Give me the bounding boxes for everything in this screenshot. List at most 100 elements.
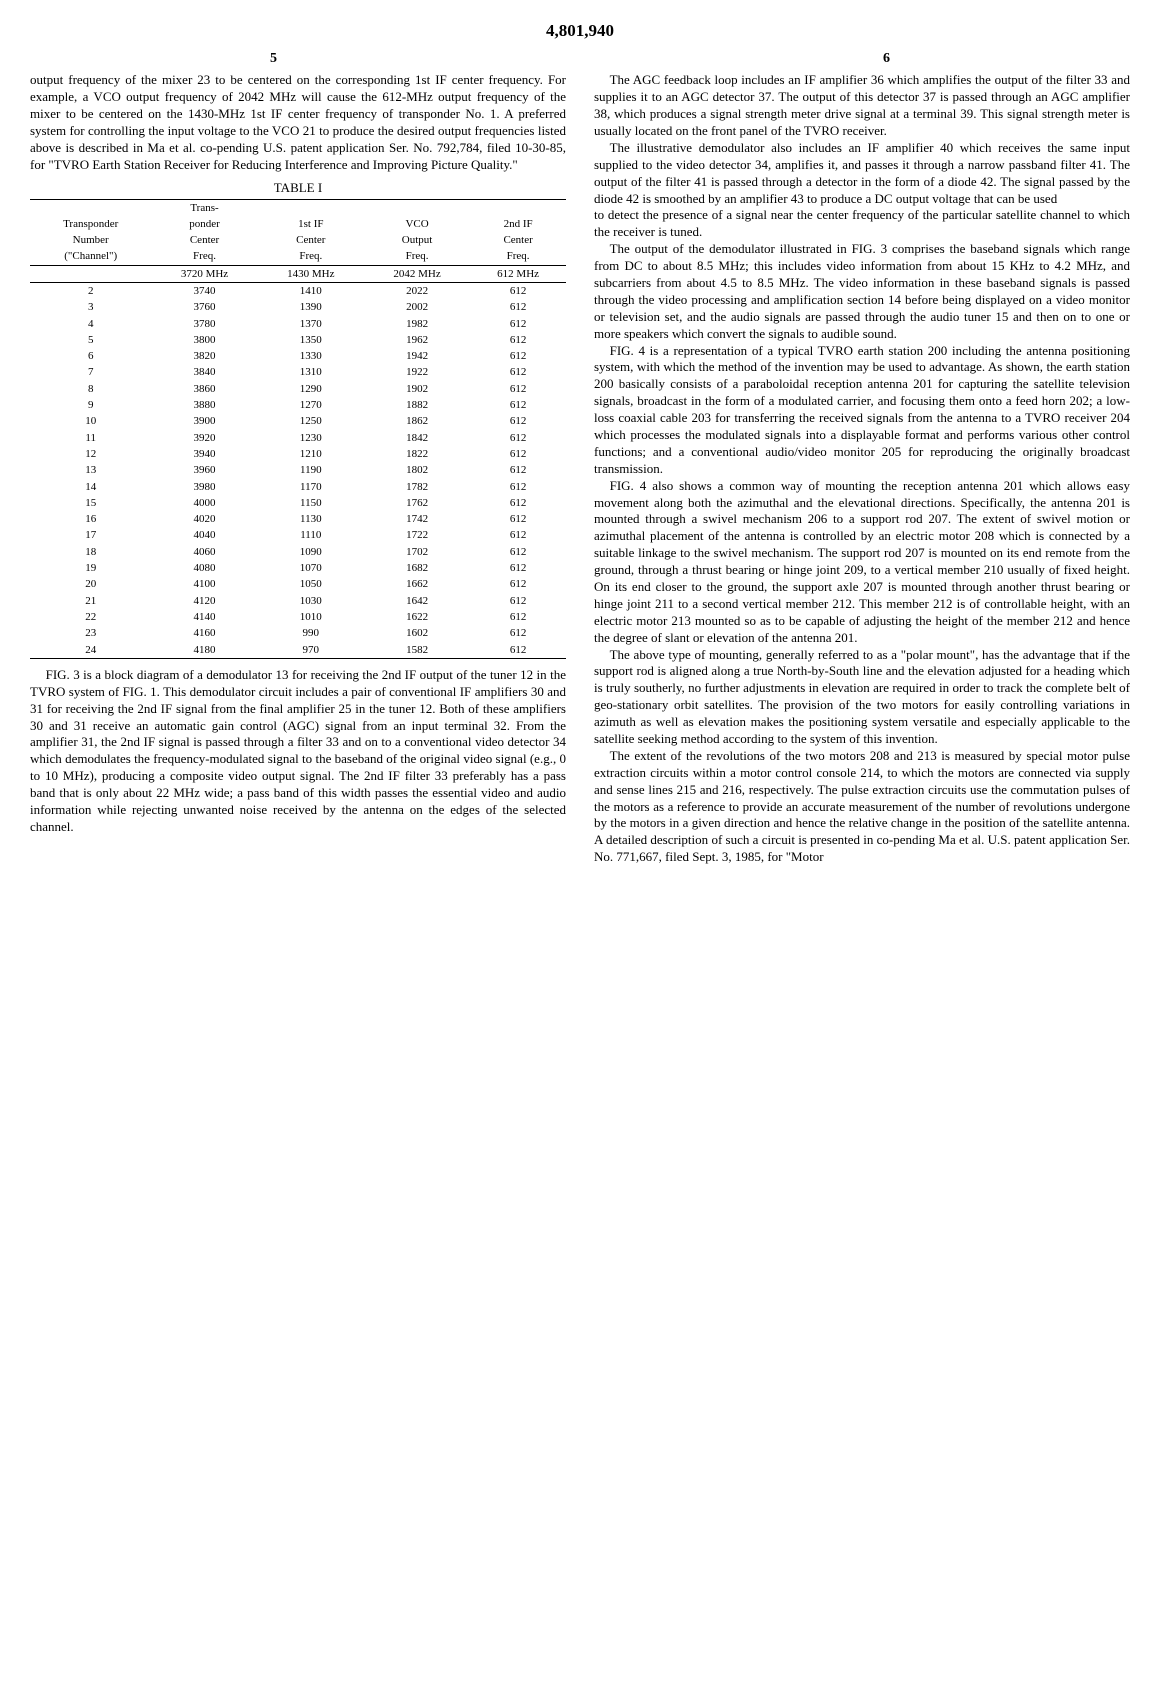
table-cell: 3780 xyxy=(151,316,257,332)
table-cell: 612 xyxy=(470,316,566,332)
th: Center xyxy=(470,232,566,248)
table-row: 16402011301742612 xyxy=(30,511,566,527)
table-cell: 14 xyxy=(30,479,151,495)
table-cell: 7 xyxy=(30,364,151,380)
table-cell: 1250 xyxy=(258,413,364,429)
table-cell: 17 xyxy=(30,527,151,543)
patent-number: 4,801,940 xyxy=(30,20,1130,42)
page-numbers: 5 6 xyxy=(30,50,1130,68)
table-cell: 1290 xyxy=(258,381,364,397)
table-cell: 970 xyxy=(258,642,364,659)
table-row: 18406010901702612 xyxy=(30,544,566,560)
table-cell: 6 xyxy=(30,348,151,364)
table-cell: 4060 xyxy=(151,544,257,560)
table-cell: 1270 xyxy=(258,397,364,413)
th xyxy=(470,199,566,216)
table-row: 15400011501762612 xyxy=(30,495,566,511)
table-cell: 612 xyxy=(470,609,566,625)
table-cell: 1210 xyxy=(258,446,364,462)
table-cell: 1330 xyxy=(258,348,364,364)
table-cell: 1010 xyxy=(258,609,364,625)
th: ("Channel") xyxy=(30,248,151,265)
table-row: 11392012301842612 xyxy=(30,430,566,446)
th: Transponder xyxy=(30,216,151,232)
table-cell: 24 xyxy=(30,642,151,659)
th: VCO xyxy=(364,216,470,232)
table-cell: 1922 xyxy=(364,364,470,380)
table-cell: 1662 xyxy=(364,576,470,592)
table-cell: 3940 xyxy=(151,446,257,462)
th: Freq. xyxy=(364,248,470,265)
table-cell: 612 xyxy=(470,364,566,380)
table-cell: 612 xyxy=(470,560,566,576)
table-cell: 4000 xyxy=(151,495,257,511)
table-row: 9388012701882612 xyxy=(30,397,566,413)
table-cell: 1090 xyxy=(258,544,364,560)
table-cell: 990 xyxy=(258,625,364,641)
table-cell: 4180 xyxy=(151,642,257,659)
table-row: 21412010301642612 xyxy=(30,593,566,609)
col2-para3: FIG. 4 is a representation of a typical … xyxy=(594,343,1130,478)
table-cell: 612 xyxy=(470,593,566,609)
table-cell: 3800 xyxy=(151,332,257,348)
table-cell: 1622 xyxy=(364,609,470,625)
table-cell: 1050 xyxy=(258,576,364,592)
table-row: 8386012901902612 xyxy=(30,381,566,397)
table-cell: 612 xyxy=(470,625,566,641)
table-cell: 612 xyxy=(470,462,566,478)
two-column-body: output frequency of the mixer 23 to be c… xyxy=(30,72,1130,866)
table-cell: 612 xyxy=(470,527,566,543)
table-cell: 1582 xyxy=(364,642,470,659)
table-cell: 1742 xyxy=(364,511,470,527)
table-cell: 3900 xyxy=(151,413,257,429)
table-cell: 612 xyxy=(470,299,566,315)
page-left: 5 xyxy=(270,50,277,68)
th: Center xyxy=(151,232,257,248)
table-cell: 1682 xyxy=(364,560,470,576)
table-cell: 1822 xyxy=(364,446,470,462)
table-cell: 612 xyxy=(470,283,566,300)
th: 1st IF xyxy=(258,216,364,232)
table-row: 2374014102022612 xyxy=(30,283,566,300)
table-row: 13396011901802612 xyxy=(30,462,566,478)
table-cell: 19 xyxy=(30,560,151,576)
table-cell: 1902 xyxy=(364,381,470,397)
table-cell: 1310 xyxy=(258,364,364,380)
th xyxy=(258,199,364,216)
table-cell: 612 xyxy=(470,511,566,527)
th xyxy=(30,199,151,216)
th: Output xyxy=(364,232,470,248)
col1-para2: FIG. 3 is a block diagram of a demodulat… xyxy=(30,667,566,836)
table-cell: 3760 xyxy=(151,299,257,315)
table-row: 19408010701682612 xyxy=(30,560,566,576)
table-cell: 1370 xyxy=(258,316,364,332)
table-cell: 1070 xyxy=(258,560,364,576)
table-cell: 1150 xyxy=(258,495,364,511)
table-cell: 15 xyxy=(30,495,151,511)
table-cell: 1882 xyxy=(364,397,470,413)
table-cell: 8 xyxy=(30,381,151,397)
table-cell: 10 xyxy=(30,413,151,429)
table-cell: 1230 xyxy=(258,430,364,446)
th xyxy=(364,199,470,216)
table-cell: 3960 xyxy=(151,462,257,478)
table-cell: 5 xyxy=(30,332,151,348)
table-row: 7384013101922612 xyxy=(30,364,566,380)
table-cell: 3820 xyxy=(151,348,257,364)
table-cell: 612 xyxy=(470,544,566,560)
table-cell: 1390 xyxy=(258,299,364,315)
table-row: 20410010501662612 xyxy=(30,576,566,592)
table-cell: 1942 xyxy=(364,348,470,364)
table-cell: 1130 xyxy=(258,511,364,527)
table-cell: 1722 xyxy=(364,527,470,543)
table-cell: 2042 MHz xyxy=(364,265,470,282)
table-cell: 3740 xyxy=(151,283,257,300)
table-cell: 1602 xyxy=(364,625,470,641)
table-cell: 612 xyxy=(470,479,566,495)
table-cell: 16 xyxy=(30,511,151,527)
table-cell: 612 xyxy=(470,576,566,592)
table-cell: 2 xyxy=(30,283,151,300)
col2-para1: to detect the presence of a signal near … xyxy=(594,207,1130,241)
table-cell: 21 xyxy=(30,593,151,609)
th: Number xyxy=(30,232,151,248)
